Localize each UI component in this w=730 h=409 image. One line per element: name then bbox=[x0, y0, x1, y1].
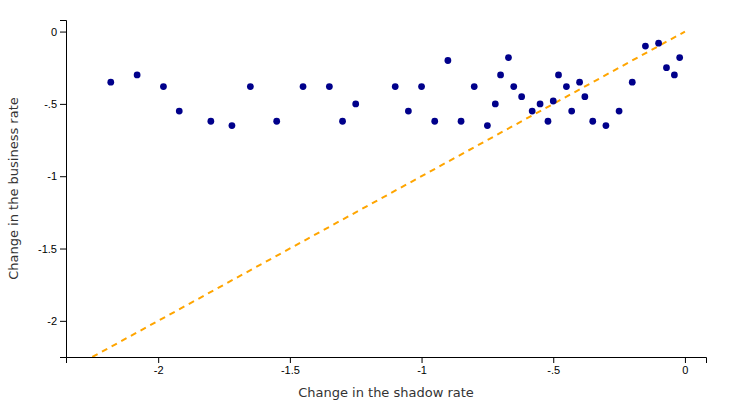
scatter-point bbox=[505, 54, 512, 61]
scatter-point bbox=[300, 83, 307, 90]
scatter-point bbox=[492, 101, 499, 108]
tick-label: -.5 bbox=[44, 98, 57, 110]
scatter-point bbox=[445, 57, 452, 64]
tick-mark bbox=[60, 249, 66, 250]
scatter-point bbox=[568, 108, 575, 115]
scatter-point bbox=[229, 122, 236, 129]
scatter-point bbox=[207, 118, 214, 125]
tick-label: 0 bbox=[51, 26, 57, 38]
tick: -1.5 bbox=[38, 243, 66, 255]
scatter-point bbox=[471, 83, 478, 90]
scatter-point bbox=[555, 72, 562, 79]
scatter-point bbox=[545, 118, 552, 125]
reference-line bbox=[92, 32, 685, 357]
marks bbox=[92, 32, 685, 357]
axis-line bbox=[60, 21, 67, 358]
scatter-point bbox=[134, 72, 141, 79]
tick-label: -1.5 bbox=[38, 243, 57, 255]
plot: -2 -1.5 -1 -.5 0 0 -.5 -1 -1.5 -2 bbox=[38, 21, 706, 376]
axis-line bbox=[67, 358, 707, 364]
scatter-point bbox=[563, 83, 570, 90]
scatter-point bbox=[510, 83, 517, 90]
tick-label: -1 bbox=[417, 364, 427, 376]
tick-label: -1 bbox=[47, 170, 57, 182]
scatter-point bbox=[107, 79, 114, 86]
scatter-point bbox=[629, 79, 636, 86]
tick-label: -2 bbox=[47, 315, 57, 327]
x-axis: -2 -1.5 -1 -.5 0 bbox=[67, 357, 707, 376]
tick-label: -2 bbox=[154, 364, 164, 376]
scatter-point bbox=[663, 64, 670, 71]
scatter-point bbox=[160, 83, 167, 90]
scatter-point bbox=[392, 83, 399, 90]
scatter-point bbox=[676, 54, 683, 61]
tick: -.5 bbox=[547, 357, 560, 376]
tick-mark bbox=[553, 357, 554, 363]
tick: -1 bbox=[47, 170, 66, 182]
scatter-point bbox=[589, 118, 596, 125]
tick: 0 bbox=[682, 357, 688, 376]
scatter-point bbox=[518, 93, 525, 100]
scatter-point bbox=[642, 43, 649, 50]
tick: -1 bbox=[417, 357, 427, 376]
scatter-point bbox=[352, 101, 359, 108]
scatter-point bbox=[339, 118, 346, 125]
scatter-point bbox=[176, 108, 183, 115]
scatter-point bbox=[431, 118, 438, 125]
chart: -2 -1.5 -1 -.5 0 0 -.5 -1 -1.5 -2 Change in the sh… bbox=[0, 0, 730, 409]
tick-mark bbox=[685, 357, 686, 363]
tick-mark bbox=[60, 104, 66, 105]
tick: -1.5 bbox=[281, 357, 300, 376]
scatter-point bbox=[497, 72, 504, 79]
tick-mark bbox=[60, 176, 66, 177]
scatter-point bbox=[655, 40, 662, 47]
tick-mark bbox=[422, 357, 423, 363]
scatter-point bbox=[458, 118, 465, 125]
tick-label: -.5 bbox=[547, 364, 560, 376]
scatter-point bbox=[537, 101, 544, 108]
scatter-point bbox=[581, 93, 588, 100]
tick: -2 bbox=[154, 357, 164, 376]
x-axis-title: Change in the shadow rate bbox=[298, 385, 474, 400]
scatter-point bbox=[603, 122, 610, 129]
scatter-point bbox=[326, 83, 333, 90]
tick-mark bbox=[290, 357, 291, 363]
tick: -2 bbox=[47, 315, 66, 327]
scatter-point bbox=[529, 108, 536, 115]
scatter-point bbox=[576, 79, 583, 86]
tick-mark bbox=[158, 357, 159, 363]
tick-label: 0 bbox=[682, 364, 688, 376]
tick-mark bbox=[60, 321, 66, 322]
scatter-point bbox=[273, 118, 280, 125]
y-axis-title: Change in the business rate bbox=[6, 97, 21, 280]
scatter-point bbox=[247, 83, 254, 90]
tick: 0 bbox=[51, 26, 66, 38]
tick-mark bbox=[60, 32, 66, 33]
scatter-point bbox=[671, 72, 678, 79]
y-axis: 0 -.5 -1 -1.5 -2 bbox=[38, 21, 66, 358]
tick-label: -1.5 bbox=[281, 364, 300, 376]
tick: -.5 bbox=[44, 98, 66, 110]
scatter-point bbox=[484, 122, 491, 129]
scatter-point bbox=[616, 108, 623, 115]
scatter-point bbox=[418, 83, 425, 90]
scatter-point bbox=[550, 98, 557, 105]
scatter-point bbox=[405, 108, 412, 115]
